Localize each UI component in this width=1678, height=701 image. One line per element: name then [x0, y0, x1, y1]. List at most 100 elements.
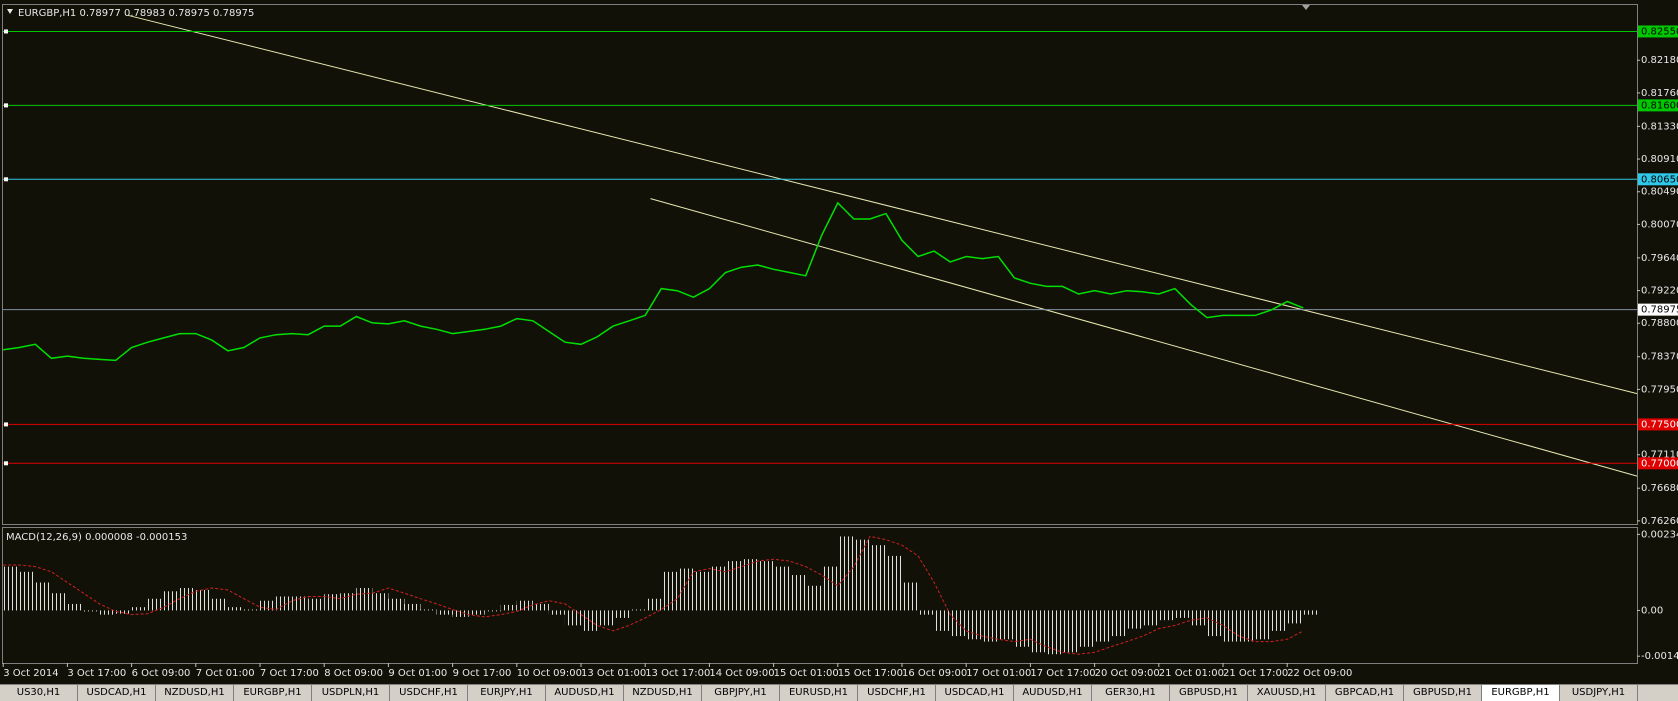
level-handle — [4, 29, 8, 34]
x-tick-label: 17 Oct 17:00 — [1030, 668, 1095, 679]
level-handle — [4, 461, 8, 466]
histogram-bar — [388, 598, 405, 611]
chart-tab[interactable]: NZDUSD,H1 — [624, 685, 702, 701]
histogram-bar — [243, 609, 260, 611]
chart-title: EURGBP,H1 0.78977 0.78983 0.78975 0.7897… — [18, 8, 254, 19]
histogram-bar — [982, 610, 999, 642]
chart-tab[interactable]: AUDUSD,H1 — [1014, 685, 1092, 701]
x-tick-label: 7 Oct 17:00 — [260, 668, 319, 679]
chart-tab[interactable]: USDCAD,H1 — [78, 685, 156, 701]
tab-bar: US30,H1 USDCAD,H1 NZDUSD,H1 EURGBP,H1 USDPLN… — [0, 684, 1678, 701]
chart-tab[interactable]: EURGBP,H1 — [234, 685, 312, 701]
histogram-bar — [1094, 610, 1111, 642]
chart-tab[interactable]: US30,H1 — [0, 685, 78, 701]
macd-panel — [2, 527, 1638, 664]
histogram-bar — [837, 536, 854, 611]
x-tick-label: 13 Oct 01:00 — [581, 668, 646, 679]
histogram-bar — [1255, 610, 1272, 640]
level-tag — [1638, 418, 1678, 431]
chart-tab[interactable]: GBPJPY,H1 — [702, 685, 780, 701]
chart-tab[interactable]: USDCAD,H1 — [936, 685, 1014, 701]
chart-tab[interactable]: USDJPY,H1 — [1560, 685, 1638, 701]
x-tick-label: 3 Oct 2014 — [3, 668, 58, 679]
chart-tab[interactable]: EURJPY,H1 — [468, 685, 546, 701]
histogram-bar — [468, 610, 485, 615]
level-tag — [1638, 173, 1678, 186]
x-tick-label: 15 Oct 17:00 — [838, 668, 903, 679]
chart-tab[interactable]: EURUSD,H1 — [780, 685, 858, 701]
trendline — [650, 198, 1638, 477]
x-tick-label: 17 Oct 01:00 — [966, 668, 1031, 679]
x-tick-label: 21 Oct 17:00 — [1223, 668, 1288, 679]
chart-tab[interactable]: EURGBP,H1 — [1482, 685, 1560, 701]
histogram-bar — [340, 593, 357, 611]
histogram-bar — [1206, 610, 1223, 637]
histogram-bar — [918, 610, 935, 615]
histogram-bar — [613, 610, 630, 618]
x-tick-label: 21 Oct 01:00 — [1159, 668, 1224, 679]
histogram-bar — [693, 571, 710, 611]
histogram-bar — [1046, 610, 1063, 655]
shift-marker — [1302, 5, 1310, 10]
level-handle — [4, 177, 8, 182]
histogram-bar — [420, 609, 437, 611]
histogram-bar — [773, 566, 790, 611]
chart-tab[interactable]: XAUUSD,H1 — [1248, 685, 1326, 701]
chart-tab[interactable]: USDCHF,H1 — [858, 685, 936, 701]
histogram-bar — [597, 610, 614, 626]
level-tag — [1638, 25, 1678, 38]
chart-tab[interactable]: GBPCAD,H1 — [1326, 685, 1404, 701]
histogram-bar — [805, 585, 822, 611]
chart-tab[interactable]: GBPUSD,H1 — [1170, 685, 1248, 701]
chart-tab[interactable]: USDCHF,H1 — [390, 685, 468, 701]
chart-tab[interactable]: GBPUSD,H1 — [1404, 685, 1482, 701]
chart-tab[interactable]: GER30,H1 — [1092, 685, 1170, 701]
histogram-bar — [195, 589, 212, 611]
histogram-bar — [211, 598, 228, 611]
chart-tab[interactable]: NZDUSD,H1 — [156, 685, 234, 701]
histogram-bar — [1062, 610, 1079, 653]
x-tick-label: 10 Oct 09:00 — [517, 668, 582, 679]
chart-window: EURGBP,H1 0.78977 0.78983 0.78975 0.7897… — [2, 4, 1678, 679]
histogram-bar — [452, 610, 469, 617]
histogram-bar — [645, 598, 662, 611]
histogram-bar — [1158, 610, 1175, 621]
histogram-bar — [821, 566, 838, 611]
histogram-bar — [1142, 610, 1159, 626]
histogram-bar — [709, 566, 726, 611]
histogram-bar — [677, 568, 694, 611]
histogram-bar — [260, 600, 277, 611]
histogram-bar — [1126, 610, 1143, 629]
histogram-bar — [404, 603, 421, 611]
histogram-bar — [1014, 610, 1031, 647]
histogram-bar — [564, 610, 581, 626]
histogram-bar — [741, 559, 758, 611]
histogram-bar — [789, 575, 806, 611]
level-handle — [4, 422, 8, 427]
chart-tab[interactable]: AUDUSD,H1 — [546, 685, 624, 701]
histogram-bar — [99, 610, 116, 615]
chart-tab[interactable]: USDPLN,H1 — [312, 685, 390, 701]
histogram-bar — [131, 607, 148, 611]
histogram-bar — [998, 610, 1015, 640]
histogram-bar — [548, 610, 565, 615]
histogram-bar — [35, 582, 52, 611]
level-tag — [1638, 99, 1678, 112]
x-tick-label: 22 Oct 09:00 — [1287, 668, 1352, 679]
histogram-bar — [436, 610, 453, 615]
x-tick-label: 7 Oct 01:00 — [196, 668, 255, 679]
histogram-bar — [83, 610, 100, 612]
